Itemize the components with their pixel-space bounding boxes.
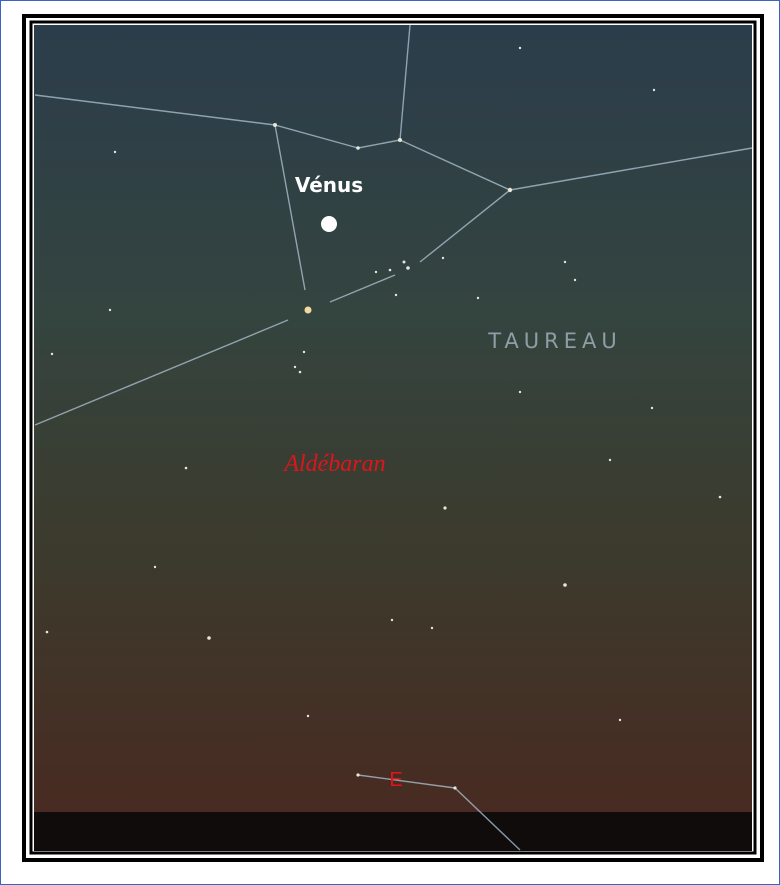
constellation-label: TAUREAU <box>487 329 622 353</box>
star-label: Aldébaran <box>282 451 385 477</box>
sky <box>34 25 752 851</box>
planet-label: Vénus <box>295 173 363 197</box>
venus <box>321 216 337 232</box>
sky-map-page: Vénus TAUREAU Aldébaran E <box>0 0 780 885</box>
direction-label: E <box>389 769 402 791</box>
ground <box>34 812 752 851</box>
